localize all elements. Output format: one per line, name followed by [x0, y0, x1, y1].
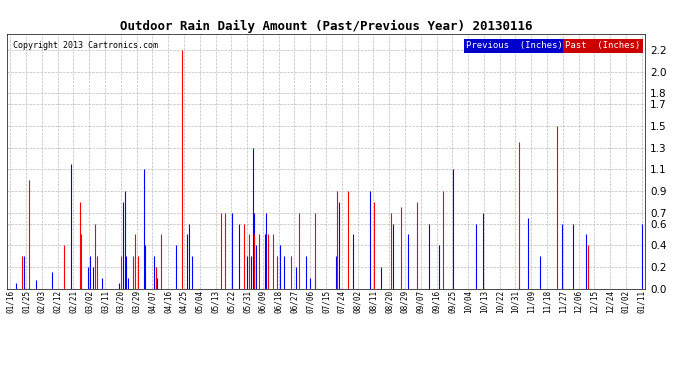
Text: Previous  (Inches): Previous (Inches)	[466, 41, 563, 50]
Text: Copyright 2013 Cartronics.com: Copyright 2013 Cartronics.com	[13, 41, 158, 50]
Text: Past  (Inches): Past (Inches)	[565, 41, 640, 50]
Title: Outdoor Rain Daily Amount (Past/Previous Year) 20130116: Outdoor Rain Daily Amount (Past/Previous…	[120, 20, 532, 33]
